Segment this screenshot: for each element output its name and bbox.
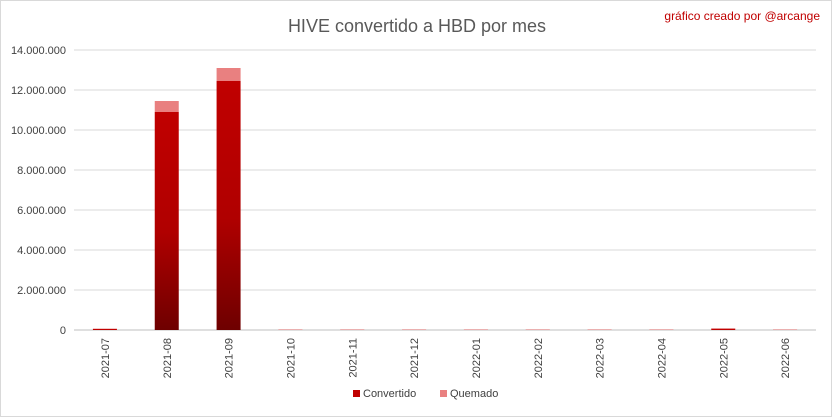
gridlines bbox=[74, 50, 816, 330]
legend-swatch-quemado bbox=[440, 390, 447, 397]
legend: Convertido Quemado bbox=[353, 388, 498, 400]
bar-convertido-2022-05 bbox=[711, 329, 735, 330]
chart-title: HIVE convertido a HBD por mes bbox=[288, 16, 546, 36]
y-tick-label: 4.000.000 bbox=[17, 245, 66, 257]
x-tick-label: 2022-01 bbox=[471, 338, 483, 378]
bar-convertido-2021-09 bbox=[217, 81, 241, 330]
x-tick-label: 2021-09 bbox=[224, 338, 236, 378]
x-tick-label: 2022-03 bbox=[595, 338, 607, 378]
y-tick-label: 6.000.000 bbox=[17, 205, 66, 217]
x-tick-label: 2022-04 bbox=[656, 338, 668, 378]
legend-label-convertido: Convertido bbox=[363, 388, 416, 400]
x-tick-label: 2022-06 bbox=[780, 338, 792, 378]
y-axis-ticks: 0 2.000.000 4.000.000 6.000.000 8.000.000 10.… bbox=[11, 45, 66, 337]
bar-convertido-2021-08 bbox=[155, 112, 179, 330]
bar-convertido-2021-07 bbox=[93, 329, 117, 330]
bars bbox=[93, 68, 797, 330]
x-tick-label: 2021-12 bbox=[409, 338, 421, 378]
x-tick-label: 2022-05 bbox=[718, 338, 730, 378]
x-tick-label: 2022-02 bbox=[533, 338, 545, 378]
legend-label-quemado: Quemado bbox=[450, 388, 498, 400]
y-tick-label: 2.000.000 bbox=[17, 285, 66, 297]
x-axis-ticks: 2021-07 2021-08 2021-09 2021-10 2021-11 2021-… bbox=[100, 338, 792, 378]
y-tick-label: 10.000.000 bbox=[11, 125, 66, 137]
y-tick-label: 8.000.000 bbox=[17, 165, 66, 177]
x-tick-label: 2021-11 bbox=[347, 338, 359, 378]
bar-quemado-2021-09 bbox=[217, 68, 241, 81]
x-tick-label: 2021-08 bbox=[162, 338, 174, 378]
y-tick-label: 14.000.000 bbox=[11, 45, 66, 57]
chart-credit: gráfico creado por @arcange bbox=[664, 9, 820, 23]
y-tick-label: 0 bbox=[60, 325, 66, 337]
x-tick-label: 2021-07 bbox=[100, 338, 112, 378]
legend-swatch-convertido bbox=[353, 390, 360, 397]
bar-quemado-2021-08 bbox=[155, 101, 179, 112]
y-tick-label: 12.000.000 bbox=[11, 85, 66, 97]
x-tick-label: 2021-10 bbox=[285, 338, 297, 378]
